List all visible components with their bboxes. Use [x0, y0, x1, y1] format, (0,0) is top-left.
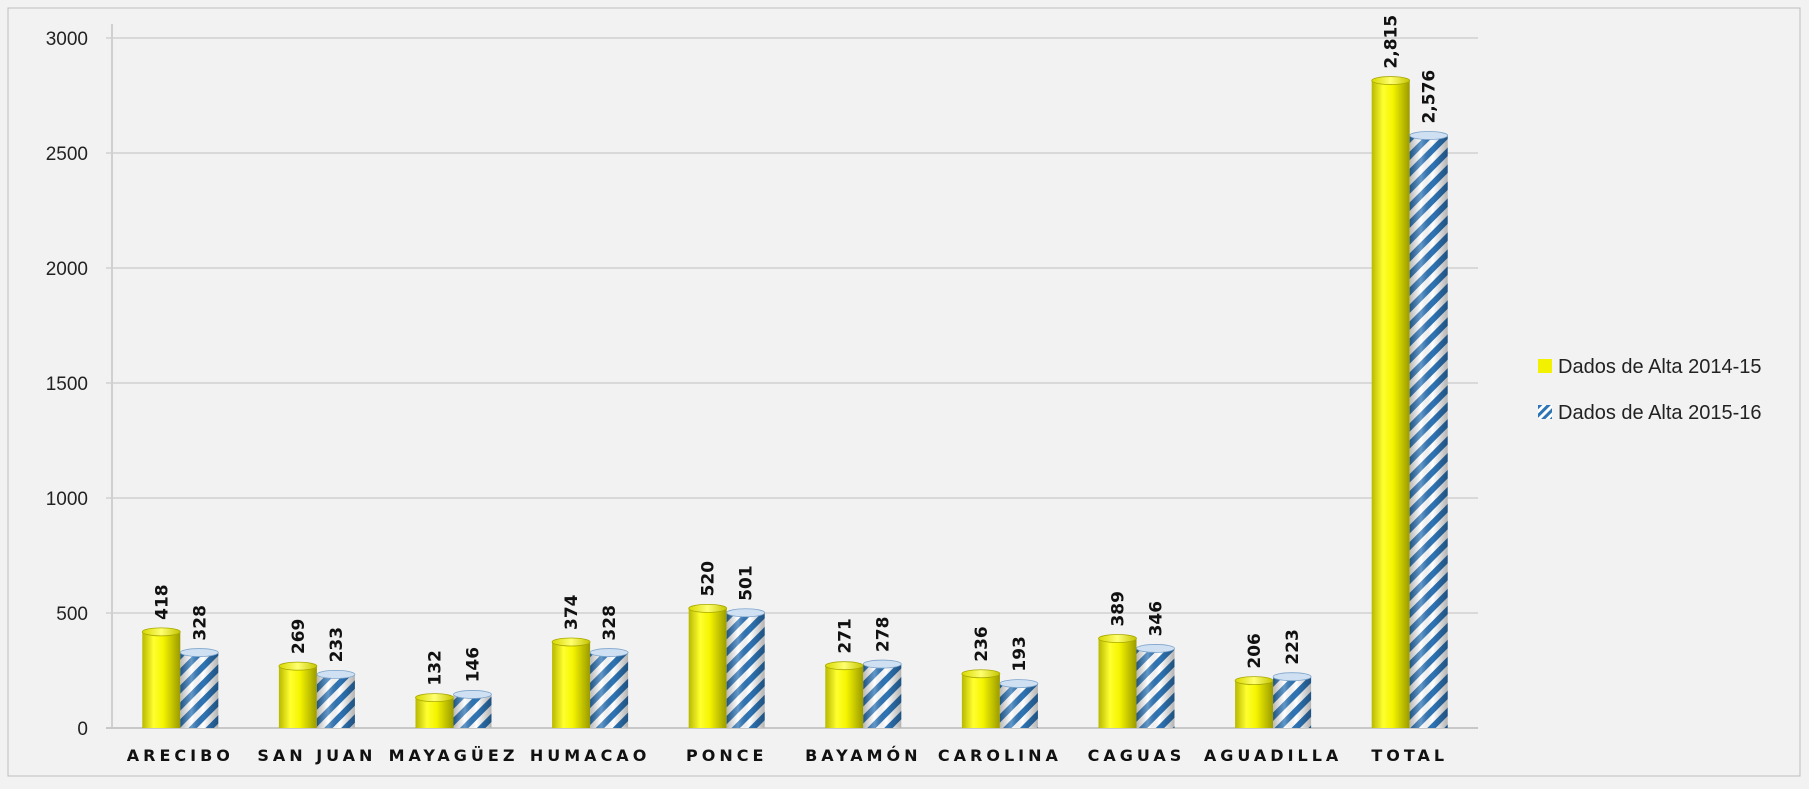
y-tick-label: 1500 — [46, 374, 88, 395]
bar-top-cap — [688, 604, 728, 613]
legend-swatch-2014-15 — [1538, 359, 1552, 373]
data-label: 520 — [699, 561, 719, 597]
bar-top-cap — [179, 648, 219, 657]
data-label: 389 — [1109, 591, 1129, 627]
data-label: 206 — [1245, 633, 1265, 669]
data-label: 2,815 — [1382, 15, 1402, 69]
x-tick-label: MAYAGÜEZ — [389, 746, 519, 765]
data-label: 269 — [289, 619, 309, 655]
bar-top-cap — [415, 693, 454, 703]
data-label: 223 — [1283, 629, 1303, 665]
data-label: 374 — [562, 594, 582, 630]
bar-top-cap — [141, 627, 181, 637]
bar-shading — [1136, 648, 1175, 728]
bar-top-cap — [1371, 76, 1411, 85]
data-label: 328 — [190, 605, 210, 641]
bar-2014-15-carolina — [961, 673, 1000, 728]
x-tick-label: PONCE — [686, 746, 767, 765]
bar-shading — [316, 674, 355, 728]
bar-2014-15-humacao — [552, 641, 591, 728]
bar-top-cap — [589, 648, 629, 657]
y-tick-label: 1000 — [46, 489, 88, 510]
data-label: 233 — [327, 627, 347, 663]
data-label: 193 — [1010, 636, 1030, 672]
bar-top-cap — [824, 661, 864, 671]
data-label: 236 — [972, 626, 992, 662]
bar-top-cap — [316, 670, 356, 679]
x-tick-label: SAN JUAN — [257, 746, 376, 765]
bar-top-cap — [999, 679, 1039, 689]
bar-shading — [726, 612, 765, 728]
bar-top-cap — [453, 690, 492, 699]
x-tick-label: CAROLINA — [938, 746, 1062, 765]
bar-2014-15-mayagüez — [415, 697, 454, 728]
bar-top-cap — [1098, 634, 1137, 643]
legend-label-2014-15: Dados de Alta 2014-15 — [1558, 356, 1762, 378]
x-tick-label: TOTAL — [1371, 746, 1448, 765]
bar-2014-15-san-juan — [278, 666, 317, 728]
data-label: 278 — [873, 617, 893, 653]
data-label: 132 — [426, 650, 446, 686]
data-label: 146 — [464, 647, 484, 683]
y-tick-label: 2500 — [46, 144, 88, 165]
y-tick-label: 2000 — [46, 259, 88, 280]
data-label: 271 — [835, 618, 855, 654]
bar-top-cap — [1409, 131, 1449, 140]
bar-2014-15-caguas — [1098, 638, 1137, 728]
data-label: 418 — [152, 584, 172, 620]
chart-frame — [7, 7, 1801, 777]
bar-shading — [453, 694, 492, 728]
bar-top-cap — [1136, 644, 1175, 653]
bar-top-cap — [1272, 672, 1312, 682]
bar-2014-15-ponce — [688, 608, 727, 728]
bar-2014-15-total — [1371, 80, 1410, 729]
bar-top-cap — [1234, 676, 1274, 686]
data-label: 346 — [1147, 601, 1167, 637]
x-tick-label: BAYAMÓN — [805, 746, 921, 765]
x-tick-label: CAGUAS — [1088, 746, 1186, 765]
bar-top-cap — [278, 661, 318, 671]
x-tick-label: AGUADILLA — [1204, 746, 1342, 765]
y-tick-label: 3000 — [46, 29, 88, 50]
bar-top-cap — [726, 608, 766, 618]
y-tick-label: 0 — [77, 719, 88, 740]
bar-top-cap — [862, 659, 902, 669]
x-tick-label: HUMACAO — [530, 746, 650, 765]
bar-top-cap — [551, 637, 591, 647]
bar-top-cap — [961, 669, 1001, 679]
bar-shading — [1409, 135, 1448, 728]
bar-2014-15-aguadilla — [1235, 680, 1274, 728]
bar-2014-15-arecibo — [142, 631, 181, 728]
bar-shading — [590, 652, 629, 728]
data-label: 501 — [737, 565, 757, 601]
legend-swatch-2015-16 — [1538, 405, 1552, 419]
bar-shading — [863, 664, 902, 728]
bar-2014-15-bayamón — [825, 665, 864, 728]
x-tick-label: ARECIBO — [127, 746, 234, 765]
legend-label-2015-16: Dados de Alta 2015-16 — [1558, 402, 1762, 424]
data-label: 328 — [600, 605, 620, 641]
bar-shading — [180, 652, 219, 728]
data-label: 2,576 — [1420, 70, 1440, 124]
y-tick-label: 500 — [56, 604, 88, 625]
bar-shading — [999, 683, 1038, 728]
bar-shading — [1273, 676, 1312, 728]
